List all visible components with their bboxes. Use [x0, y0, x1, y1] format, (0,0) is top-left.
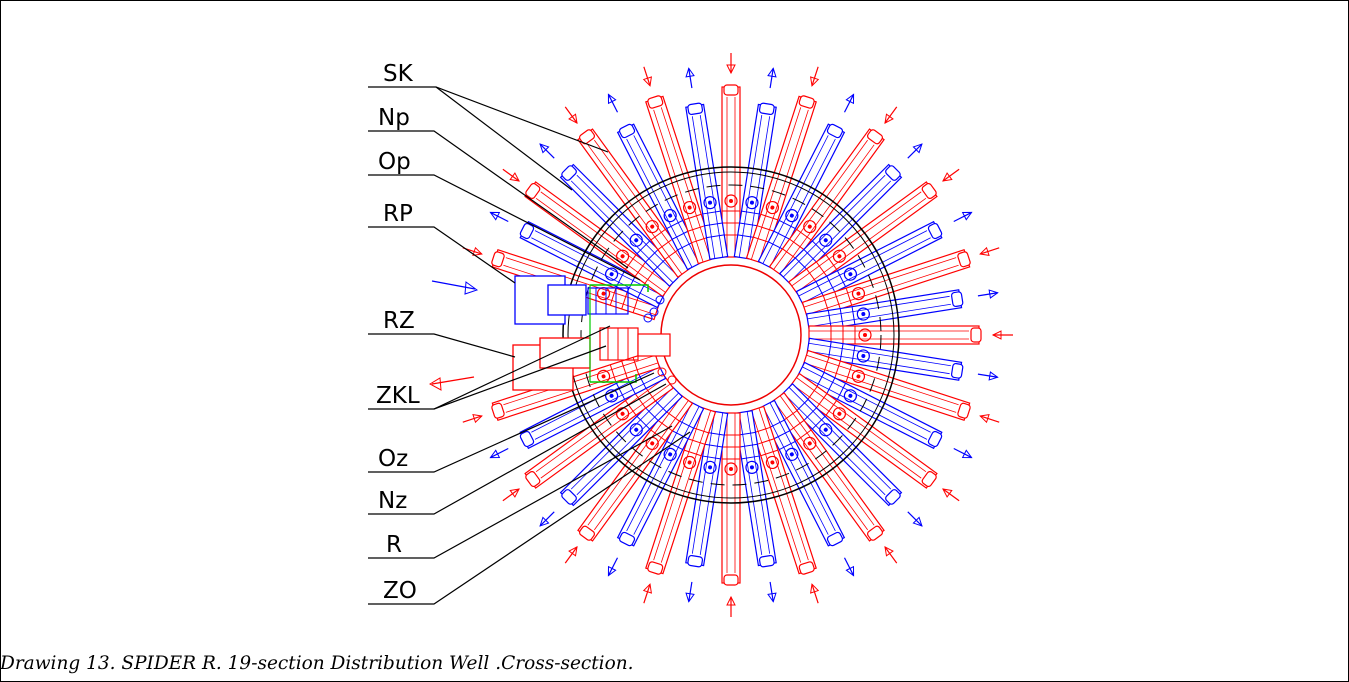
inner-dashed-ring: [580, 184, 882, 486]
return-branch: [685, 409, 729, 603]
well-rings: [562, 166, 900, 504]
return-branch: [539, 382, 684, 527]
return-branch: [795, 211, 973, 309]
label-Np: Np: [378, 105, 410, 131]
label-Nz: Nz: [378, 488, 407, 514]
label-RP: RP: [383, 201, 413, 227]
inner-red-ring: [660, 264, 802, 406]
main-return-arrow-icon: [431, 280, 479, 295]
label-ZO: ZO: [383, 578, 417, 604]
supply-branch: [808, 325, 1013, 345]
supply-stub: [637, 333, 671, 357]
outer-ring: [562, 166, 900, 504]
main-pipe-connections: [428, 275, 677, 391]
return-branch: [805, 289, 999, 333]
supply-branch: [721, 412, 741, 617]
return-valve: [587, 287, 629, 315]
return-branch: [733, 409, 777, 603]
return-branch: [757, 399, 855, 577]
middle-ring: [567, 171, 895, 499]
main-supply-arrow-icon: [428, 376, 475, 391]
label-ZKL: ZKL: [376, 383, 420, 409]
label-R: R: [386, 532, 402, 558]
label-SK: SK: [383, 61, 414, 87]
supply-branch: [721, 53, 741, 258]
pipe-spokes: [462, 53, 1013, 617]
supply-main-reducer: [539, 337, 591, 369]
supply-valve: [599, 327, 639, 361]
leader-lines: [368, 86, 691, 605]
return-branch: [778, 143, 923, 288]
return-branch: [795, 361, 973, 459]
label-RZ: RZ: [383, 308, 415, 334]
label-Oz: Oz: [378, 446, 408, 472]
figure-caption: Drawing 13. SPIDER R. 19-section Distrib…: [0, 653, 634, 674]
return-branch: [539, 143, 684, 288]
label-Op: Op: [378, 149, 411, 175]
component-labels: SK Np Op RP RZ ZKL Oz Nz R ZO: [376, 61, 420, 604]
valve-box: [590, 284, 649, 292]
return-branch: [607, 93, 705, 271]
return-main-reducer: [547, 284, 587, 316]
